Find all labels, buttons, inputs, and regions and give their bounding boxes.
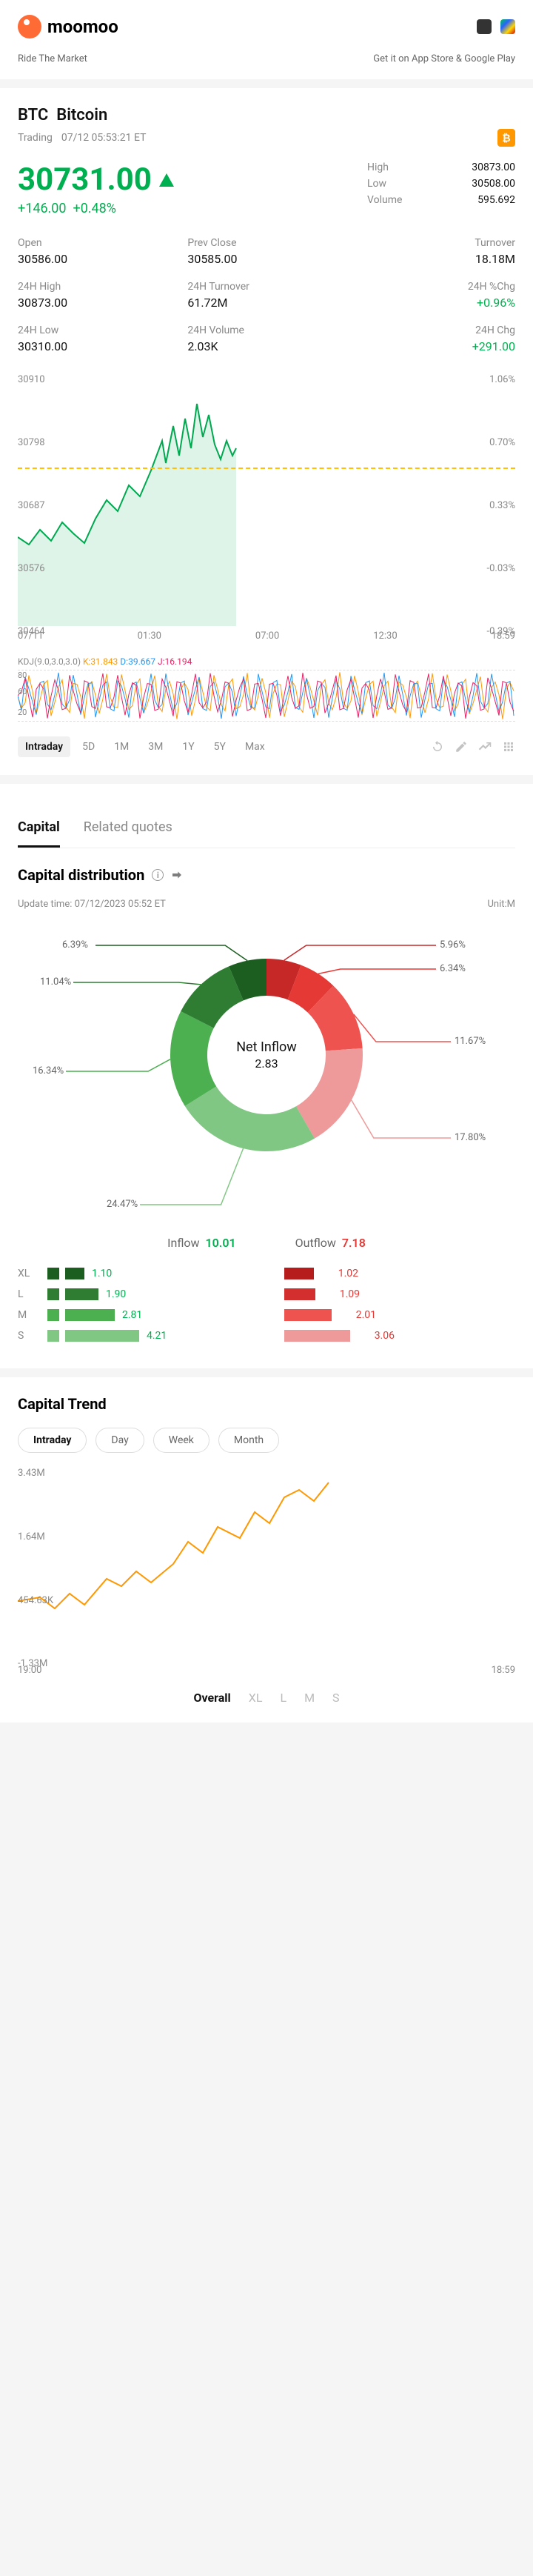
trend-tab-month[interactable]: Month [218,1428,279,1453]
brand-name: moomoo [47,16,118,37]
prev-close-line [18,467,515,469]
brand-logo[interactable]: moomoo [18,15,118,39]
bar-row: S 4.21 3.06 [18,1330,515,1342]
price-block: 30731.00 +146.00 +0.48% High30873.00 Low… [18,162,515,216]
refresh-icon[interactable] [431,740,444,753]
subheader: Ride The Market Get it on App Store & Go… [0,53,533,79]
donut-label: 24.47% [107,1199,138,1210]
timeframe-max[interactable]: Max [238,736,272,757]
bar-row: L 1.90 1.09 [18,1288,515,1300]
flow-bars: XL 1.10 1.02 L 1.90 1.09 M 2.81 2.01 S 4… [18,1268,515,1342]
donut-label: 11.04% [40,976,71,988]
overall-tab-s[interactable]: S [332,1691,340,1705]
chart-x-axis: 07/1101:3007:0012:3018:59 [18,630,515,642]
timeframe-5d[interactable]: 5D [75,736,102,757]
timeframe-1m[interactable]: 1M [107,736,136,757]
store-text: Get it on App Store & Google Play [373,53,515,64]
flow-summary: Inflow 10.01 Outflow 7.18 [18,1236,515,1250]
timestamp: 07/12 05:53:21 ET [61,132,147,144]
change: +146.00 +0.48% [18,201,343,216]
donut-chart[interactable]: Net Inflow 2.83 5.96% 6.34% 11.67% 17.80% 24… [18,925,515,1221]
store-links [477,19,515,34]
status-row: Trading 07/12 05:53:21 ET ₿ [18,129,515,147]
apple-store-icon[interactable] [477,19,492,34]
overall-tab-m[interactable]: M [304,1691,315,1705]
donut-label: 17.80% [455,1132,486,1143]
update-row: Update time: 07/12/2023 05:52 ET Unit:M [18,899,515,910]
bar-row: M 2.81 2.01 [18,1309,515,1321]
symbol-row: BTC Bitcoin [18,106,515,124]
symbol: BTC [18,106,48,124]
app-header: moomoo [0,0,533,53]
section-tabs: Capital Related quotes [18,819,515,848]
trend-chart[interactable]: 3.43M1.64M454.63K-1.33M [18,1468,515,1660]
info-icon[interactable]: i [152,869,164,881]
overall-tab-overall[interactable]: Overall [193,1691,230,1705]
bar-row: XL 1.10 1.02 [18,1268,515,1279]
stats-grid: Open30586.00 Prev Close30585.00 Turnover… [18,237,515,353]
donut-label: 5.96% [440,939,466,951]
status: Trading [18,132,53,144]
donut-label: 16.34% [33,1065,64,1076]
timeframe-1y[interactable]: 1Y [175,736,201,757]
share-icon[interactable] [171,869,183,881]
price: 30731.00 [18,162,343,198]
donut-center: Net Inflow 2.83 [236,1039,297,1071]
trend-tabs: Intraday Day Week Month [18,1428,515,1453]
grid-icon[interactable] [502,740,515,753]
price-chart[interactable]: 3091030798306873057630464 1.06%0.70%0.33… [18,374,515,626]
up-arrow-icon [159,173,174,187]
kdj-chart[interactable]: 80 60 20 [18,670,515,722]
draw-icon[interactable] [455,740,468,753]
donut-label: 6.39% [62,939,88,951]
capital-dist-title: Capital distribution i [18,866,515,884]
timeframe-5y[interactable]: 5Y [207,736,233,757]
kdj-header: KDJ(9.0,3.0,3.0) K:31.843 D:39.667 J:16.… [18,656,515,667]
overall-tab-xl[interactable]: XL [249,1691,263,1705]
timeframe-intraday[interactable]: Intraday [18,736,70,757]
capital-trend-title: Capital Trend [18,1395,515,1413]
coin-badge: ₿ [497,129,515,147]
overall-tab-l[interactable]: L [280,1691,286,1705]
name: Bitcoin [56,106,107,124]
trend-x-axis: 19:0018:59 [18,1665,515,1676]
donut-label: 6.34% [440,963,466,974]
tab-related[interactable]: Related quotes [84,819,172,848]
tab-capital[interactable]: Capital [18,819,60,848]
trend-tab-intraday[interactable]: Intraday [18,1428,87,1453]
trend-tab-day[interactable]: Day [95,1428,144,1453]
donut-label: 11.67% [455,1036,486,1047]
chart-type-icon[interactable] [478,740,492,753]
tagline: Ride The Market [18,53,87,64]
overall-tabs: Overall XL L M S [18,1691,515,1705]
google-play-icon[interactable] [500,19,515,34]
timeframe-selector: Intraday5D1M3M1Y 5YMax [18,736,515,757]
timeframe-3m[interactable]: 3M [141,736,170,757]
logo-mark [18,15,41,39]
trend-tab-week[interactable]: Week [153,1428,209,1453]
price-side: High30873.00 Low30508.00 Volume595.692 [367,162,515,216]
